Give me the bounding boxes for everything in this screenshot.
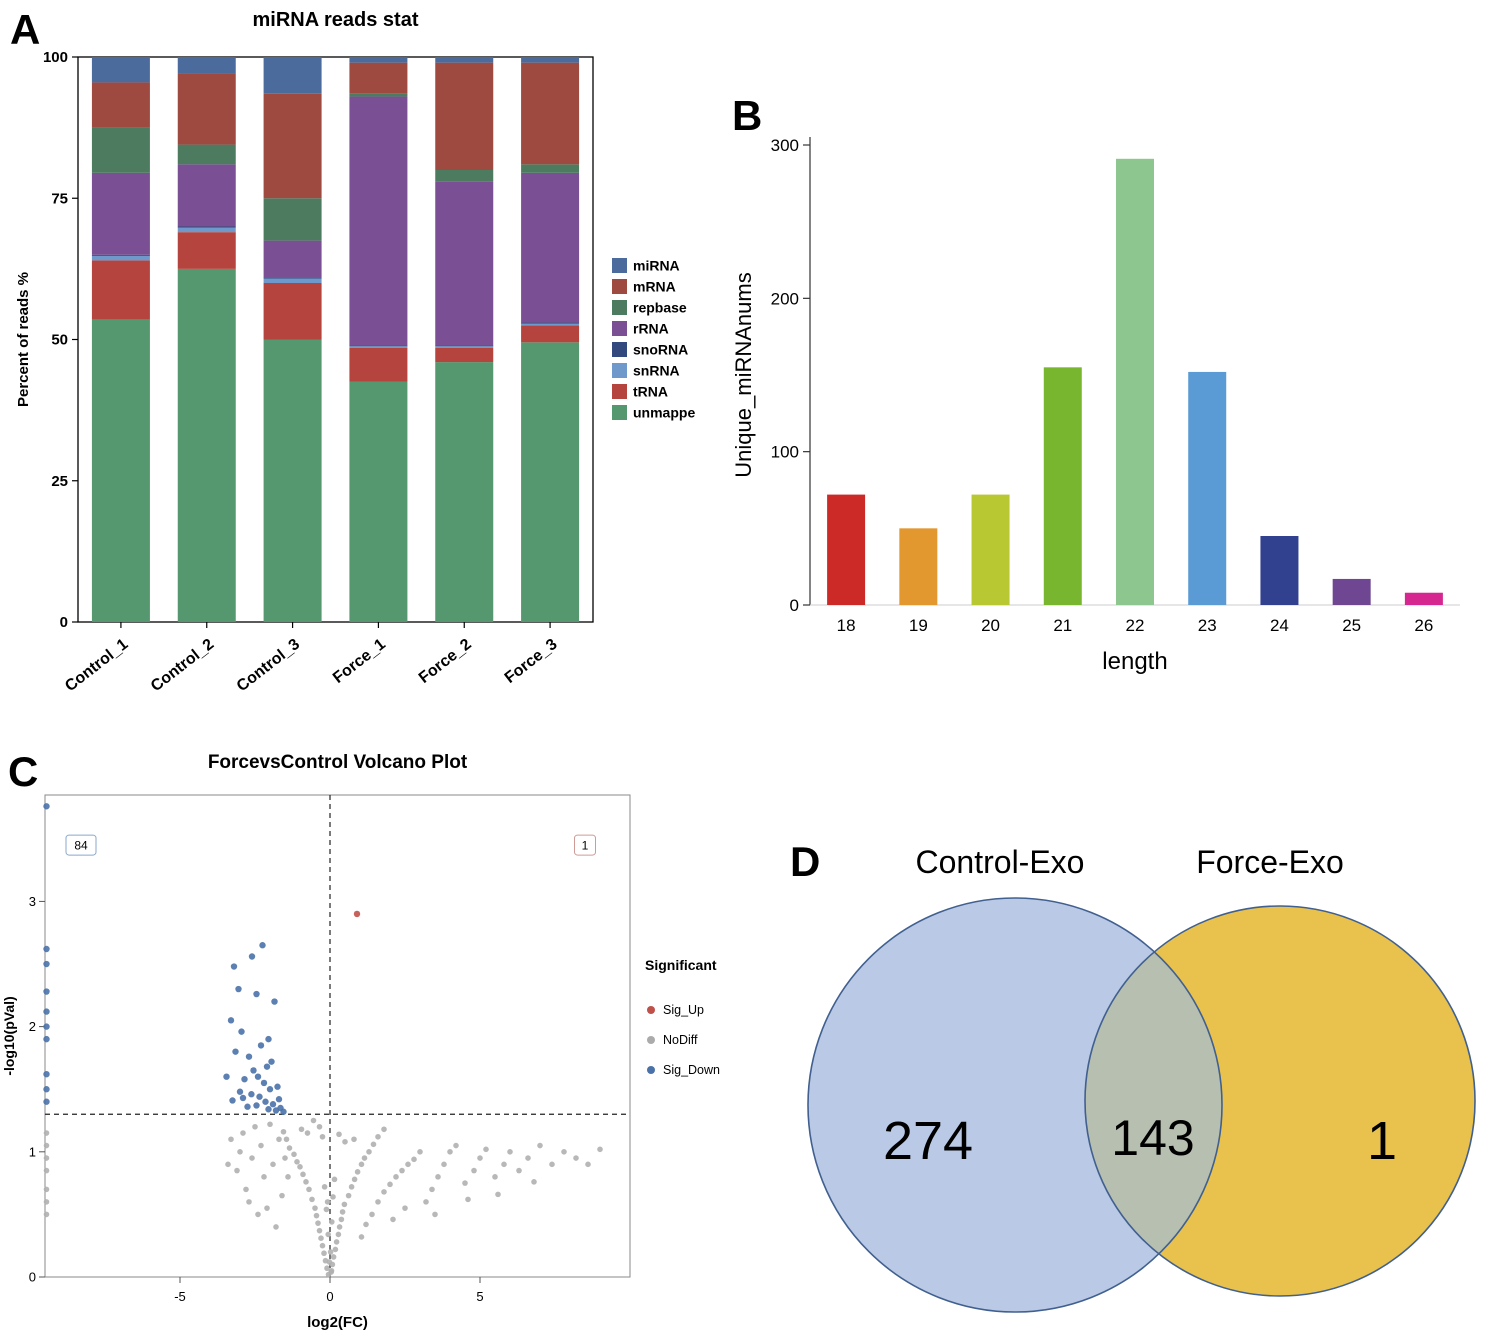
svg-text:length: length [1102, 648, 1167, 675]
svg-text:miRNA: miRNA [633, 258, 680, 274]
svg-text:Sig_Down: Sig_Down [663, 1063, 720, 1077]
svg-text:84: 84 [74, 839, 88, 853]
svg-text:19: 19 [909, 616, 928, 635]
volcano-plot: ForcevsControl Volcano Plot -5 0 5 0 1 2 3 84 1 lo… [1, 752, 720, 1331]
svg-text:200: 200 [771, 289, 799, 308]
svg-text:100: 100 [43, 49, 68, 66]
svg-text:Control_2: Control_2 [148, 636, 217, 695]
panel-c-label: C [8, 748, 39, 795]
svg-text:300: 300 [771, 136, 799, 155]
svg-text:0: 0 [60, 614, 68, 631]
svg-text:unmappe: unmappe [633, 405, 695, 421]
svg-text:18: 18 [837, 616, 856, 635]
svg-text:100: 100 [771, 443, 799, 462]
svg-text:Control-Exo: Control-Exo [916, 844, 1085, 880]
svg-text:1: 1 [582, 839, 589, 853]
svg-text:21: 21 [1053, 616, 1072, 635]
svg-text:20: 20 [981, 616, 1000, 635]
svg-text:5: 5 [476, 1289, 483, 1304]
svg-text:Force-Exo: Force-Exo [1196, 844, 1344, 880]
svg-text:repbase: repbase [633, 300, 687, 316]
svg-text:50: 50 [51, 332, 68, 349]
svg-text:2: 2 [29, 1019, 36, 1034]
panel-d-label: D [790, 838, 821, 885]
svg-text:-log10(pVal): -log10(pVal) [1, 996, 17, 1075]
svg-text:snoRNA: snoRNA [633, 342, 688, 358]
svg-text:75: 75 [51, 190, 68, 207]
svg-text:Sig_Up: Sig_Up [663, 1003, 704, 1017]
svg-text:23: 23 [1198, 616, 1217, 635]
svg-text:Control_3: Control_3 [234, 636, 303, 695]
venn-diagram: Control-Exo Force-Exo 274 143 1 [807, 844, 1476, 1313]
svg-text:tRNA: tRNA [633, 384, 668, 400]
svg-text:Control_1: Control_1 [62, 636, 131, 695]
svg-text:0: 0 [29, 1270, 36, 1285]
svg-text:24: 24 [1270, 616, 1289, 635]
unique-mirna-length-bar-chart: 0 100 200 300 18 19 20 21 22 23 24 25 26 length Unique… [731, 136, 1460, 675]
svg-text:26: 26 [1414, 616, 1433, 635]
svg-text:log2(FC): log2(FC) [307, 1314, 368, 1331]
svg-text:1: 1 [29, 1144, 36, 1159]
svg-text:0: 0 [326, 1289, 333, 1304]
svg-text:22: 22 [1126, 616, 1145, 635]
svg-text:Force_2: Force_2 [416, 636, 475, 687]
svg-text:274: 274 [883, 1111, 973, 1171]
panel-b-label: B [732, 92, 763, 139]
svg-text:rRNA: rRNA [633, 321, 669, 337]
svg-text:Significant: Significant [645, 957, 717, 973]
svg-text:mRNA: mRNA [633, 279, 676, 295]
mirna-reads-stacked-bar-chart: 0 25 50 75 100 miRNA reads stat Percent of rea… [15, 9, 695, 695]
svg-text:miRNA reads stat: miRNA reads stat [253, 9, 419, 31]
svg-text:1: 1 [1367, 1111, 1397, 1171]
svg-text:143: 143 [1111, 1110, 1194, 1166]
svg-text:NoDiff: NoDiff [663, 1033, 698, 1047]
svg-text:Percent of reads %: Percent of reads % [15, 272, 32, 407]
svg-text:0: 0 [790, 596, 799, 615]
svg-text:snRNA: snRNA [633, 363, 680, 379]
panel-a-label: A [10, 6, 41, 53]
svg-text:-5: -5 [174, 1289, 186, 1304]
svg-text:Unique_miRNAnums: Unique_miRNAnums [731, 272, 756, 477]
svg-text:ForcevsControl Volcano Plot: ForcevsControl Volcano Plot [208, 752, 468, 773]
svg-text:Force_1: Force_1 [330, 636, 389, 687]
svg-text:25: 25 [1342, 616, 1361, 635]
svg-text:3: 3 [29, 894, 36, 909]
svg-text:Force_3: Force_3 [502, 636, 561, 687]
svg-text:25: 25 [51, 473, 68, 490]
